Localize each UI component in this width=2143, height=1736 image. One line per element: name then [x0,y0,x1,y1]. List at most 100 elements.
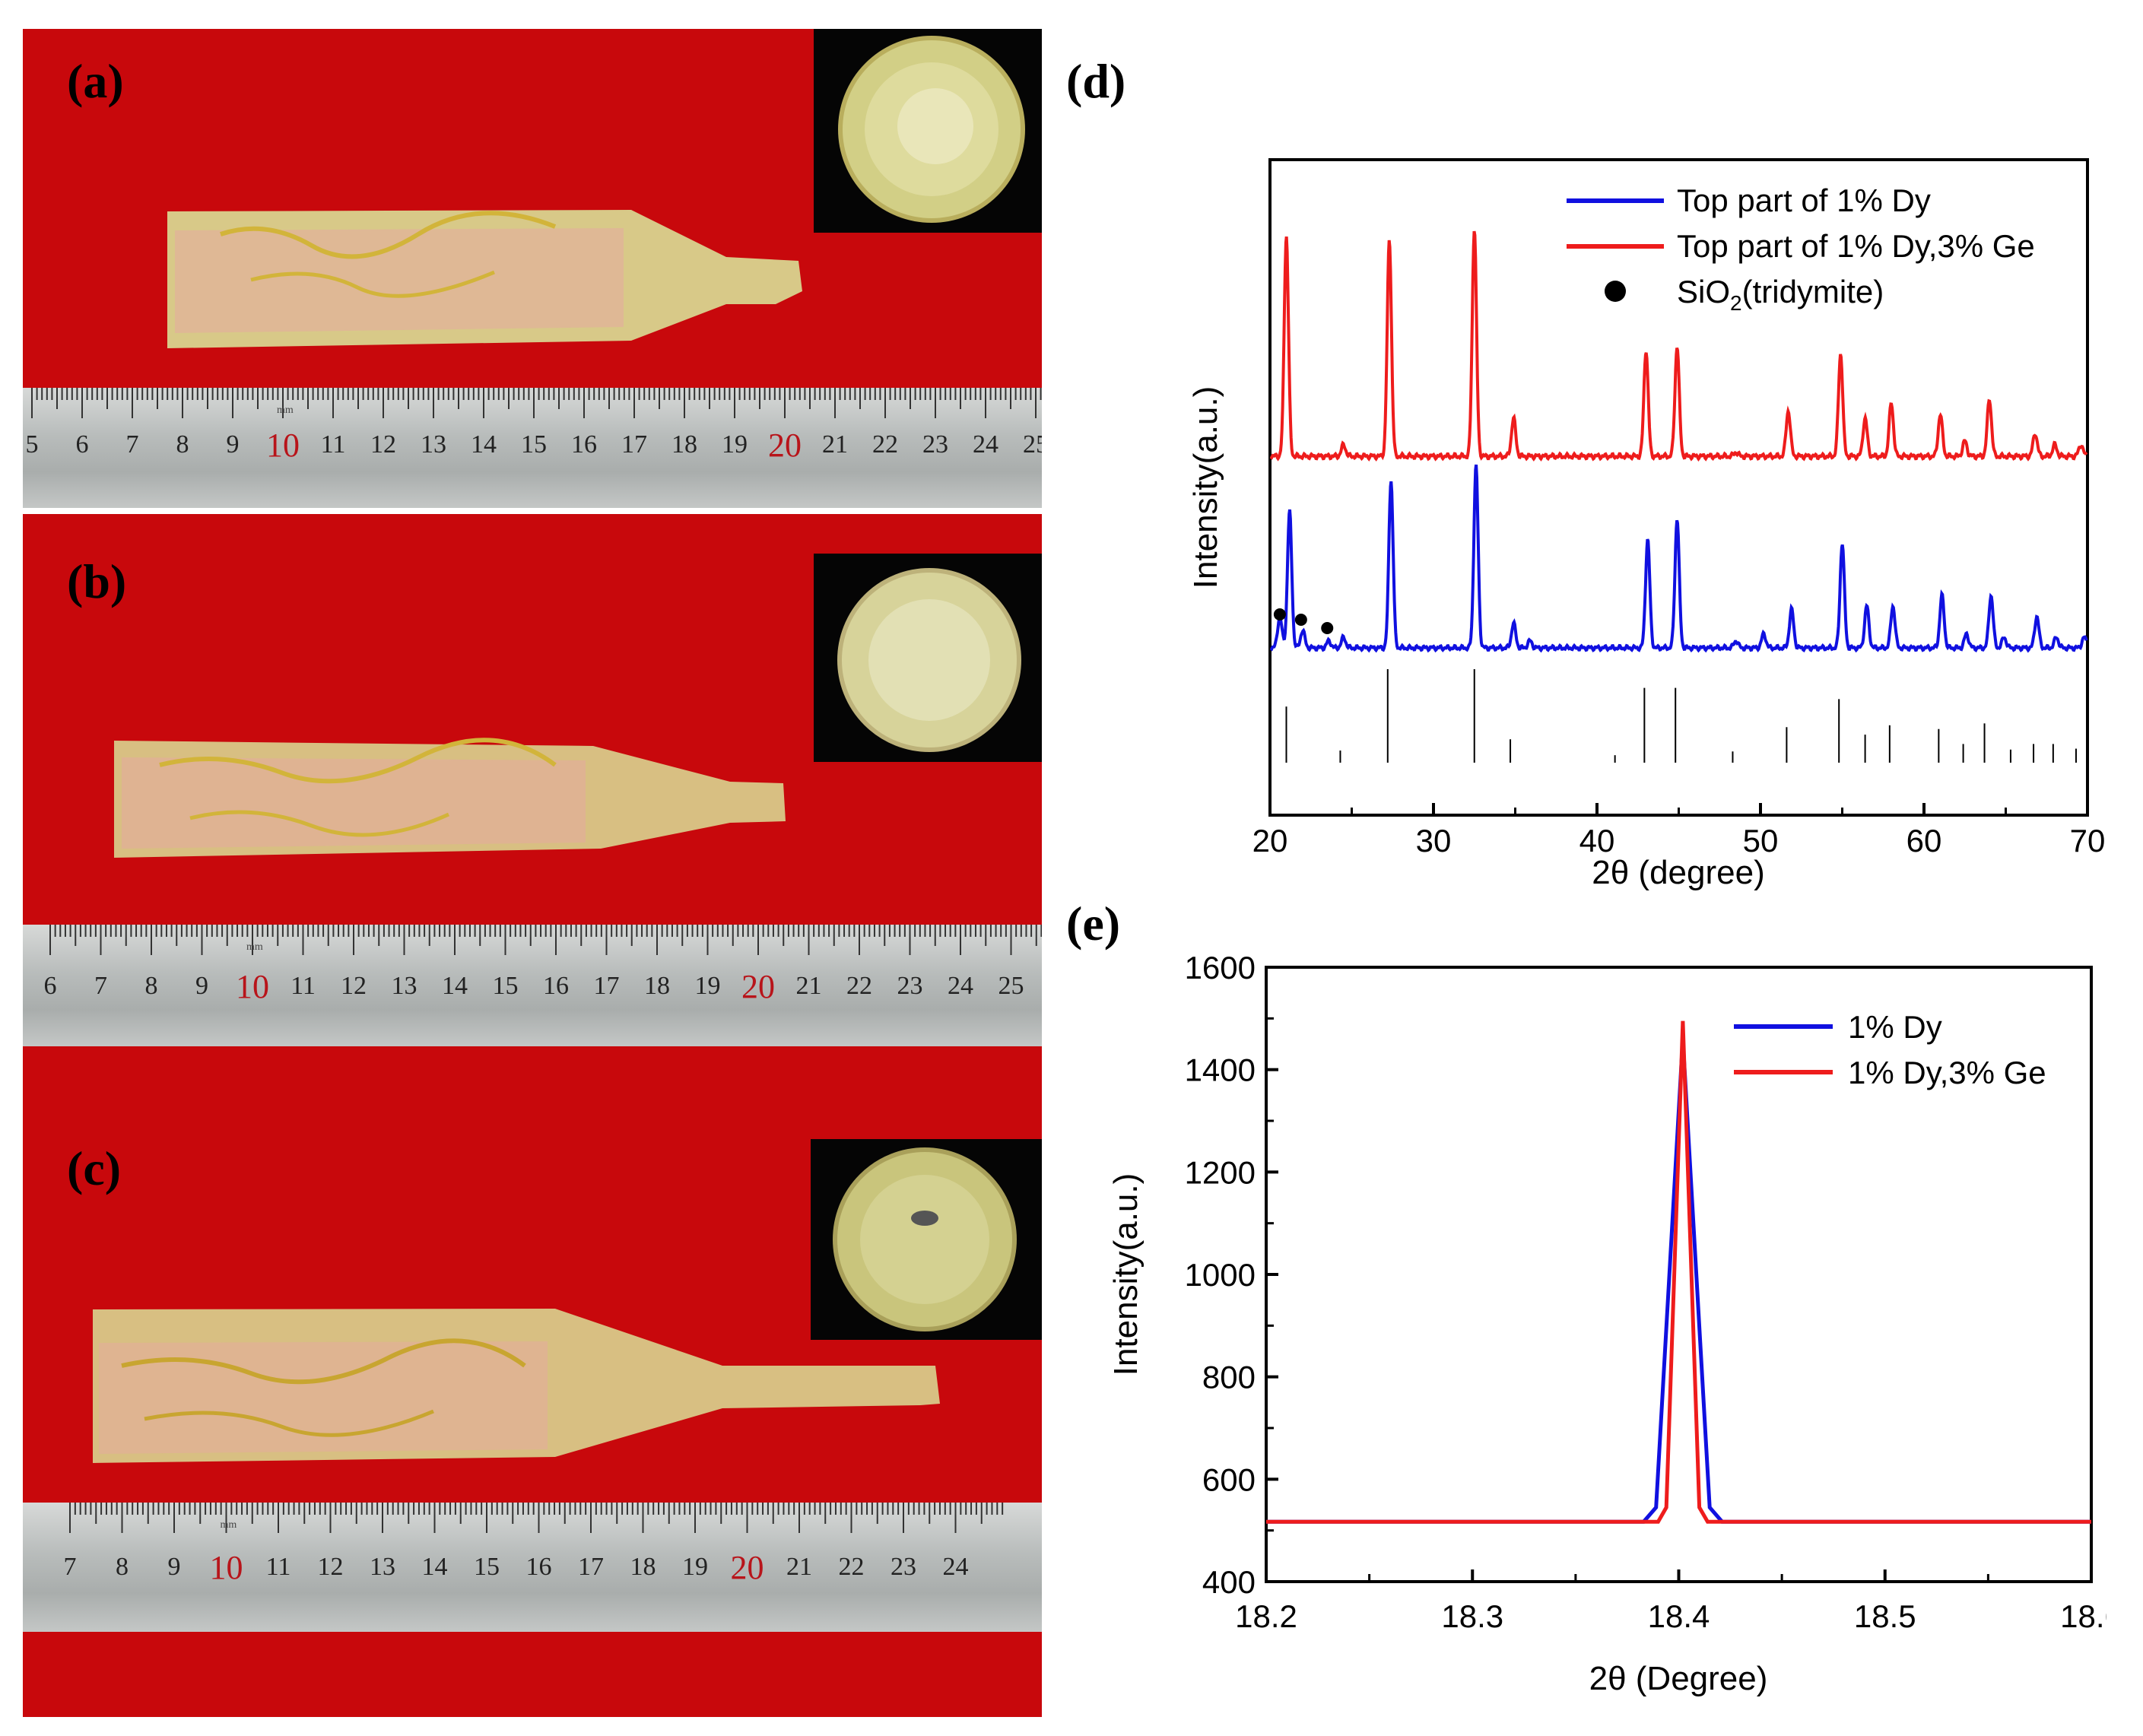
tridymite-marker [1294,614,1307,626]
xrd-chart-e: 18.2 18.3 18.4 18.5 18.6 400 600 800 1000 1200 14… [1107,950,2106,1697]
crystal-cross-section-b [837,568,1021,752]
ruler-number: 20 [730,1549,764,1586]
ruler-number: 18 [644,972,670,1000]
ruler-c: 7 8 9 10 mm 11 12 13 14 15 16 17 18 19 20 21 22 23 24 [23,1503,1042,1632]
ruler-number: 22 [872,430,898,459]
series-line-e [1266,1020,2091,1524]
ruler-number: 8 [116,1553,129,1581]
ruler-number: 21 [795,972,822,1000]
x-axis-ticks-d: 20 30 40 50 60 70 [1252,803,2105,858]
ruler-number: 17 [593,972,620,1000]
y-tick-label-e: 1000 [1185,1257,1256,1293]
x-axis-label-d: 2θ (degree) [1592,854,1764,891]
ruler-number: 16 [543,972,569,1000]
tridymite-marker [1321,622,1334,634]
x-tick-label-d: 60 [1906,823,1942,858]
ruler-number: 23 [922,430,948,459]
series-line-d [1269,464,2088,653]
ruler-number: 23 [891,1553,916,1581]
legend-d: Top part of 1% Dy Top part of 1% Dy,3% G… [1567,182,2035,315]
ruler-number: 15 [474,1553,500,1581]
panel-label-b: (b) [67,554,127,608]
legend-label-red-d: Top part of 1% Dy,3% Ge [1677,228,2035,264]
ruler-number: 15 [492,972,519,1000]
xrd-chart-d: 20 30 40 50 60 70 2θ (degree) Intensity(a.u.)… [1187,158,2105,891]
ruler-number: 13 [370,1553,395,1581]
ruler-number: 23 [897,972,923,1000]
inset-end-view-c [811,1139,1042,1340]
panel-label-e: (e) [1066,897,1121,951]
ruler-number: 12 [370,430,396,459]
crystal-cross-section-a [838,36,1025,223]
inset-end-view-b [814,554,1042,762]
ruler-number: 10 [209,1549,243,1586]
y-axis-label-e: Intensity(a.u.) [1107,1173,1145,1376]
ruler-number: 15 [521,430,547,459]
y-axis-label-d: Intensity(a.u.) [1187,386,1224,589]
x-tick-label-d: 40 [1579,823,1615,858]
ruler-number: 20 [768,427,802,464]
y-tick-label-e: 400 [1202,1564,1256,1600]
crystal-boule-b [114,738,786,858]
y-tick-label-e: 1200 [1185,1154,1256,1190]
ruler-number: 10 [266,427,300,464]
x-axis-ticks-e: 18.2 18.3 18.4 18.5 18.6 [1235,1569,2106,1634]
panel-label-c: (c) [67,1141,122,1195]
legend-marker-tridymite [1605,281,1626,302]
ruler-mm-label: mm [246,941,263,953]
ruler-number: 21 [786,1553,812,1581]
ruler-mm-label: mm [277,405,294,416]
legend-label-blue-d: Top part of 1% Dy [1677,182,1931,218]
y-tick-label-e: 1600 [1185,950,1256,985]
ruler-number: 7 [63,1553,77,1581]
ruler-number: 13 [391,972,417,1000]
y-axis-ticks-e: 400 600 800 1000 1200 1400 1600 [1185,950,1278,1600]
ruler-number: 19 [722,430,748,459]
ruler-number: 7 [125,430,139,459]
ruler-number: 6 [43,972,57,1000]
legend-sio-subscript: 2 [1730,291,1742,315]
ruler-a: 5 6 7 8 9 10 mm 11 12 13 14 15 16 17 18 19 20 21 22 23 24 25 [23,388,1042,508]
ruler-number: 17 [578,1553,604,1581]
x-axis-label-e: 2θ (Degree) [1589,1660,1768,1697]
legend-label-blue-e: 1% Dy [1848,1009,1942,1045]
ruler-number: 16 [525,1553,552,1581]
ruler-number: 19 [694,972,721,1000]
ruler-number: 6 [75,430,89,459]
y-tick-label-e: 600 [1202,1461,1256,1497]
legend-label-red-e: 1% Dy,3% Ge [1848,1055,2046,1090]
x-tick-label-e: 18.3 [1441,1598,1503,1634]
series-line-d [1269,230,2088,462]
y-tick-label-e: 800 [1202,1360,1256,1395]
ruler-number: 16 [571,430,597,459]
x-tick-label-d: 30 [1416,823,1452,858]
reference-pattern [1285,669,2077,763]
ruler-number: 11 [320,430,346,459]
ruler-number: 18 [630,1553,656,1581]
ruler-number: 17 [621,430,647,459]
photo-panel-b: 6 7 8 9 10 mm 11 12 13 14 15 16 17 18 19 20 21 22 23 24 25 [23,514,1042,1046]
ruler-number: 11 [265,1553,291,1581]
x-tick-label-e: 18.5 [1854,1598,1916,1634]
crystal-boule-a [167,210,802,348]
series-group-e [1266,1020,2091,1524]
ruler-number: 14 [471,430,497,459]
ruler-mm-label: mm [220,1519,237,1531]
ruler-number: 25 [1023,430,1042,459]
series-group-d [1269,230,2088,653]
panel-label-d: (d) [1066,54,1126,108]
ruler-number: 24 [942,1553,969,1581]
tridymite-markers [1273,608,1334,634]
tridymite-marker [1273,608,1286,620]
crystal-boule-c [93,1309,940,1463]
x-tick-label-d: 50 [1743,823,1779,858]
ruler-number: 18 [671,430,697,459]
ruler-number: 24 [973,430,998,459]
ruler-number: 11 [290,972,316,1000]
ruler-number: 21 [822,430,848,459]
x-tick-label-e: 18.4 [1648,1598,1710,1634]
ruler-number: 20 [741,968,775,1005]
ruler-number: 9 [226,430,240,459]
legend-sio-suffix: (tridymite) [1742,274,1884,309]
x-tick-label-e: 18.2 [1235,1598,1297,1634]
